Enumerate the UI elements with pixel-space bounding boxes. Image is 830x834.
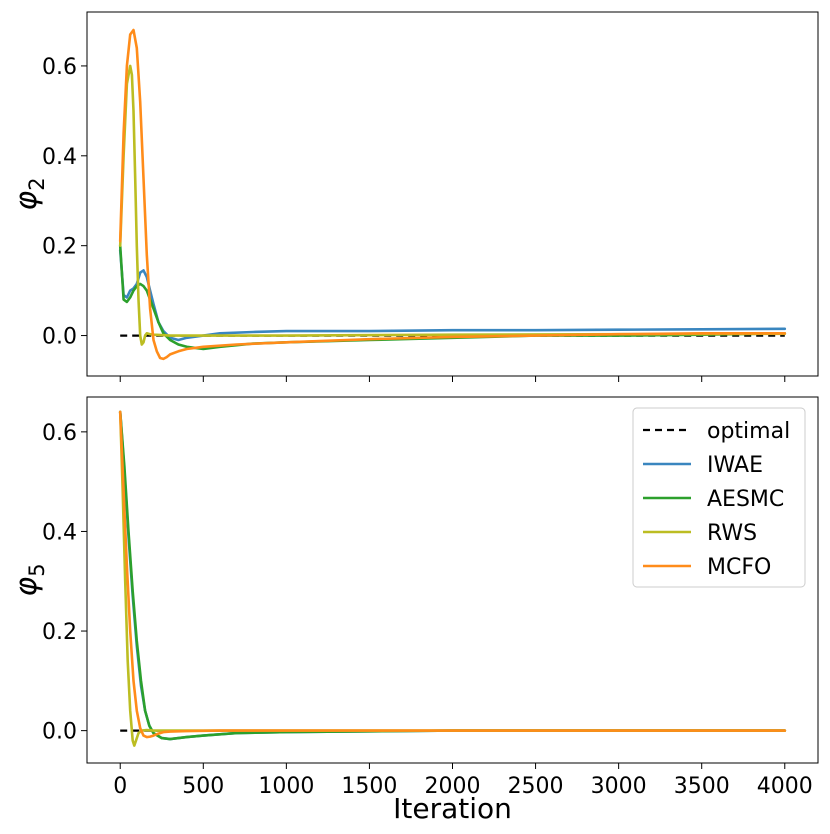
legend-label-iwae: IWAE [707, 453, 763, 478]
y-tick-label: 0.4 [42, 520, 77, 545]
y-tick-label: 0.2 [42, 620, 77, 645]
y-tick-label: 0.6 [42, 421, 77, 446]
y-tick-label: 0.0 [42, 720, 77, 745]
x-tick-label: 3500 [674, 774, 730, 799]
plot-area [118, 410, 787, 747]
y-axis-label: φ2 [9, 177, 49, 210]
series-mcfo-line [118, 410, 787, 739]
series-rws-line [118, 64, 787, 346]
legend-label-rws: RWS [707, 521, 757, 546]
x-tick-label: 0 [113, 774, 127, 799]
panel-2: 0 500 1000 1500 2000 2500 3000 3500 4000 0.0 0.2 0.… [9, 396, 819, 825]
legend: optimal IWAE AESMC RWS MCFO [632, 407, 806, 588]
y-tick-label: 0.4 [42, 145, 77, 170]
legend-box [632, 407, 806, 588]
panel-1: 0.0 0.2 0.4 0.6 φ2 [9, 11, 819, 382]
y-tick-label: 0.2 [42, 235, 77, 260]
x-tick-label: 1000 [258, 774, 314, 799]
axes-frame [86, 11, 819, 377]
y-tick-label: 0.0 [42, 325, 77, 350]
x-axis-label: Iteration [393, 792, 512, 825]
x-tick-label: 4000 [757, 774, 813, 799]
x-tick-label: 500 [182, 774, 224, 799]
y-tick-label: 0.6 [42, 55, 77, 80]
legend-label-optimal: optimal [707, 419, 790, 444]
x-tick-label: 1500 [341, 774, 397, 799]
legend-label-aesmc: AESMC [707, 487, 784, 512]
x-tick-label: 2000 [425, 774, 481, 799]
series-mcfo-line [118, 28, 787, 361]
series-iwae-line [118, 248, 787, 342]
x-tick-label: 2500 [508, 774, 564, 799]
plot-area [118, 28, 787, 361]
y-axis-label: φ5 [9, 563, 49, 596]
series-aesmc-line [118, 410, 787, 741]
legend-label-mcfo: MCFO [707, 555, 771, 580]
x-tick-label: 3000 [591, 774, 647, 799]
